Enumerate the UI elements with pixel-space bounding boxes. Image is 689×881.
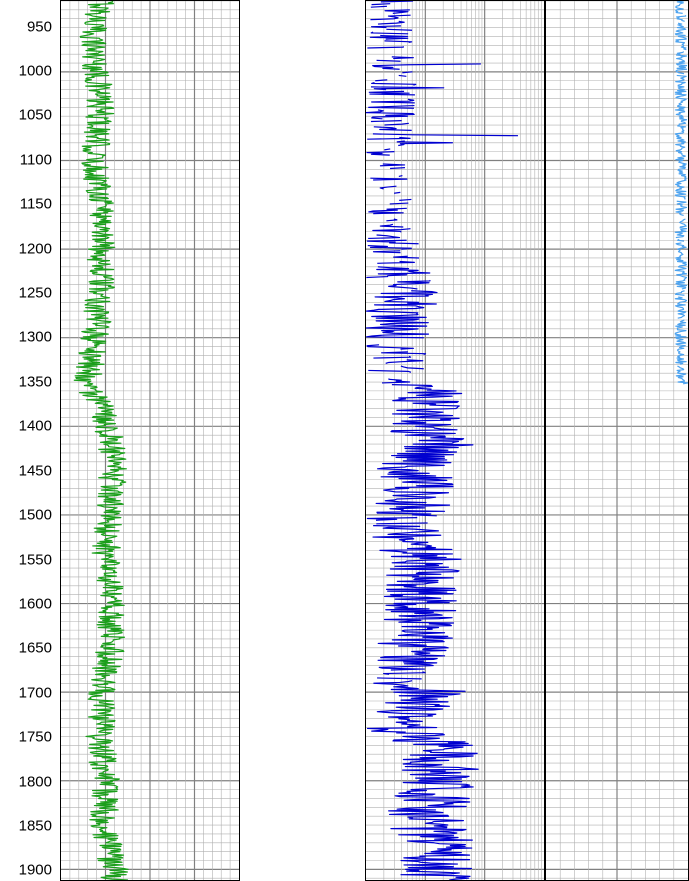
depth-label: 1350 — [19, 373, 52, 390]
depth-axis: 950 1000 1050 1100 1150 1200 1250 1300 1350 1400 1… — [0, 0, 56, 881]
depth-label: 950 — [27, 18, 52, 35]
curve-res_shallow — [675, 1, 688, 748]
depth-label: 1600 — [19, 595, 52, 612]
depth-label: 1050 — [19, 107, 52, 124]
log-track-track1 — [60, 0, 240, 881]
depth-label: 1400 — [19, 418, 52, 435]
depth-label: 1450 — [19, 462, 52, 479]
log-track-track3 — [545, 0, 689, 881]
depth-label: 1200 — [19, 240, 52, 257]
depth-label: 1800 — [19, 773, 52, 790]
depth-label: 1850 — [19, 817, 52, 834]
curve-gr — [74, 1, 128, 880]
depth-label: 1750 — [19, 729, 52, 746]
log-track-track2 — [365, 0, 545, 881]
depth-label: 1250 — [19, 285, 52, 302]
depth-label: 1550 — [19, 551, 52, 568]
depth-label: 1700 — [19, 684, 52, 701]
curve-res_deep — [366, 1, 518, 880]
depth-label: 1100 — [20, 151, 52, 168]
depth-label: 1150 — [20, 196, 52, 213]
depth-label: 1500 — [19, 507, 52, 524]
depth-label: 1900 — [19, 862, 52, 879]
depth-label: 1300 — [19, 329, 52, 346]
depth-label: 1000 — [19, 63, 52, 80]
depth-label: 1650 — [19, 640, 52, 657]
